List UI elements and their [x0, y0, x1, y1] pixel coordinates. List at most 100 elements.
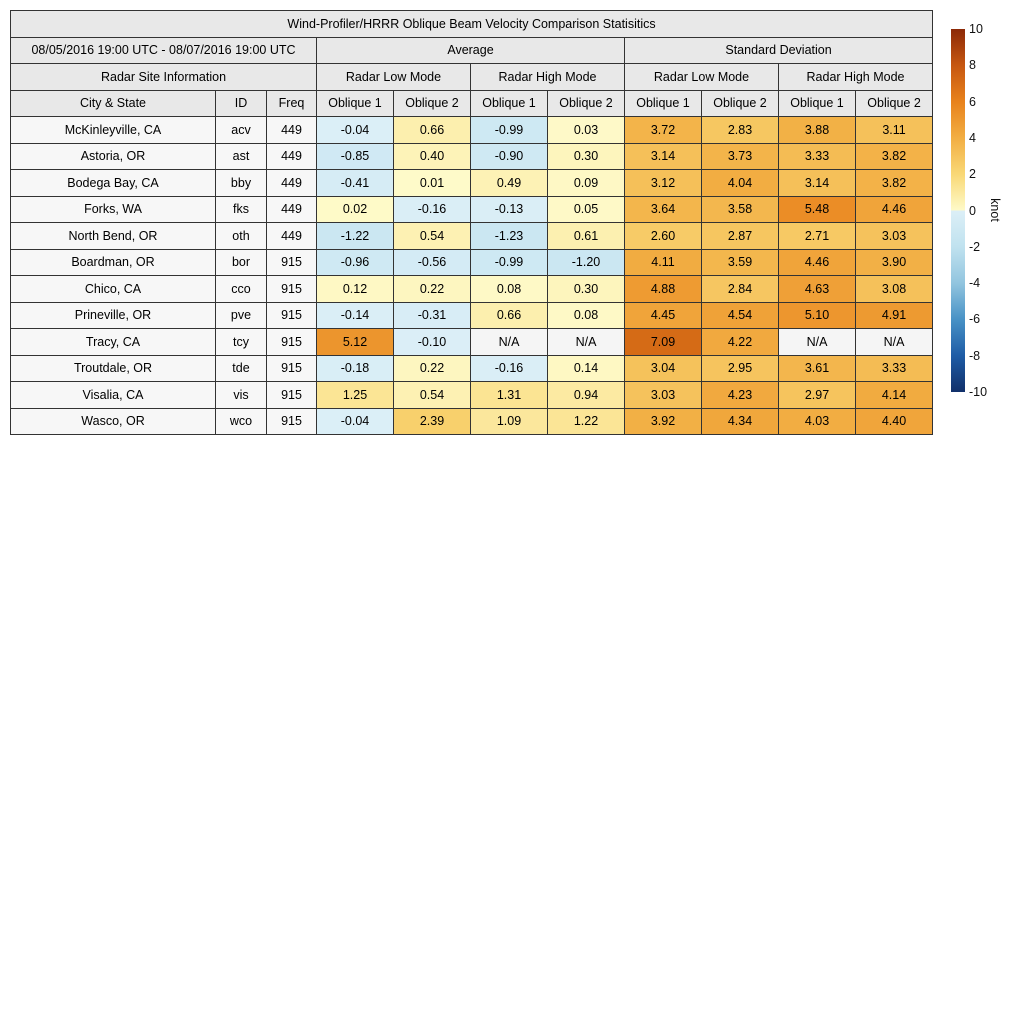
- statistics-table: Wind-Profiler/HRRR Oblique Beam Velocity…: [9, 10, 934, 435]
- value-cell: 4.03: [778, 407, 856, 435]
- site-id-cell: vis: [215, 381, 267, 409]
- value-cell: 0.49: [470, 169, 548, 197]
- city-state-cell: Tracy, CA: [10, 328, 216, 356]
- table-row: Astoria, OR ast 449 -0.85 0.40 -0.90 0.30 3.14 3…: [10, 142, 934, 170]
- col-oblique2: Oblique 2: [547, 89, 625, 117]
- value-cell: 3.33: [854, 354, 934, 382]
- site-id-cell: pve: [215, 301, 267, 329]
- colorbar-tick-label: 10: [969, 22, 983, 36]
- freq-cell: 915: [266, 248, 317, 276]
- value-cell: 0.09: [547, 169, 625, 197]
- value-cell: -0.96: [316, 248, 394, 276]
- group-header-row: 08/05/2016 19:00 UTC - 08/07/2016 19:00 …: [10, 36, 934, 64]
- value-cell: 0.66: [470, 301, 548, 329]
- value-cell: -0.99: [470, 248, 548, 276]
- value-cell: 0.14: [547, 354, 625, 382]
- colorbar-tick-label: 0: [969, 203, 976, 218]
- value-cell: 4.04: [701, 169, 779, 197]
- table-row: Prineville, OR pve 915 -0.14 -0.31 0.66 0.08 4.…: [10, 301, 934, 329]
- col-id: ID: [215, 89, 267, 117]
- value-cell: -0.41: [316, 169, 394, 197]
- value-cell: -1.23: [470, 222, 548, 250]
- value-cell: 1.25: [316, 381, 394, 409]
- value-cell: 3.82: [854, 142, 934, 170]
- value-cell: 3.82: [854, 169, 934, 197]
- date-range: 08/05/2016 19:00 UTC - 08/07/2016 19:00 …: [10, 36, 317, 64]
- freq-cell: 449: [266, 142, 317, 170]
- value-cell: 7.09: [624, 328, 702, 356]
- colorbar-tick-label: 6: [969, 94, 976, 109]
- colorbar-tick-label: -2: [969, 239, 981, 254]
- value-cell: -0.10: [393, 328, 471, 356]
- value-cell: 4.46: [778, 248, 856, 276]
- value-cell: -0.18: [316, 354, 394, 382]
- freq-cell: 915: [266, 301, 317, 329]
- value-cell: -0.14: [316, 301, 394, 329]
- value-cell: -0.90: [470, 142, 548, 170]
- site-id-cell: tcy: [215, 328, 267, 356]
- value-cell: 0.30: [547, 142, 625, 170]
- value-cell: N/A: [547, 328, 625, 356]
- value-cell: 0.12: [316, 275, 394, 303]
- freq-cell: 915: [266, 407, 317, 435]
- value-cell: 3.73: [701, 142, 779, 170]
- std-high-mode-header: Radar High Mode: [777, 63, 934, 91]
- table-body: McKinleyville, CA acv 449 -0.04 0.66 -0.99 0.0…: [10, 116, 934, 435]
- value-cell: 4.40: [854, 407, 934, 435]
- value-cell: -1.22: [316, 222, 394, 250]
- value-cell: 0.61: [547, 222, 625, 250]
- value-cell: 1.31: [470, 381, 548, 409]
- city-state-cell: Chico, CA: [10, 275, 216, 303]
- value-cell: 3.90: [854, 248, 934, 276]
- value-cell: 0.22: [393, 275, 471, 303]
- value-cell: 0.05: [547, 195, 625, 223]
- col-oblique2: Oblique 2: [701, 89, 779, 117]
- colorbar-tick-label: 2: [969, 167, 976, 182]
- value-cell: 3.72: [624, 116, 702, 144]
- value-cell: 4.54: [701, 301, 779, 329]
- freq-cell: 915: [266, 328, 317, 356]
- value-cell: 0.66: [393, 116, 471, 144]
- city-state-cell: McKinleyville, CA: [10, 116, 216, 144]
- value-cell: -0.31: [393, 301, 471, 329]
- city-state-cell: Forks, WA: [10, 195, 216, 223]
- value-cell: 2.60: [624, 222, 702, 250]
- col-oblique2: Oblique 2: [393, 89, 471, 117]
- city-state-cell: Wasco, OR: [10, 407, 216, 435]
- value-cell: -1.20: [547, 248, 625, 276]
- value-cell: 4.22: [701, 328, 779, 356]
- site-id-cell: bby: [215, 169, 267, 197]
- value-cell: 3.33: [778, 142, 856, 170]
- freq-cell: 449: [266, 222, 317, 250]
- table-row: Wasco, OR wco 915 -0.04 2.39 1.09 1.22 3.92 4.34…: [10, 407, 934, 435]
- value-cell: -0.16: [393, 195, 471, 223]
- freq-cell: 915: [266, 381, 317, 409]
- value-cell: 2.39: [393, 407, 471, 435]
- avg-high-mode-header: Radar High Mode: [470, 63, 625, 91]
- freq-cell: 915: [266, 275, 317, 303]
- value-cell: -0.13: [470, 195, 548, 223]
- table-title: Wind-Profiler/HRRR Oblique Beam Velocity…: [9, 10, 934, 38]
- col-oblique1: Oblique 1: [778, 89, 856, 117]
- value-cell: 3.61: [778, 354, 856, 382]
- value-cell: -0.56: [393, 248, 471, 276]
- value-cell: 0.08: [470, 275, 548, 303]
- value-cell: 4.14: [854, 381, 934, 409]
- value-cell: N/A: [778, 328, 856, 356]
- value-cell: 2.87: [701, 222, 779, 250]
- title-row: Wind-Profiler/HRRR Oblique Beam Velocity…: [9, 10, 934, 38]
- value-cell: 3.14: [778, 169, 856, 197]
- value-cell: -0.16: [470, 354, 548, 382]
- value-cell: 0.02: [316, 195, 394, 223]
- freq-cell: 915: [266, 354, 317, 382]
- value-cell: 0.30: [547, 275, 625, 303]
- col-city-state: City & State: [10, 89, 216, 117]
- city-state-cell: Visalia, CA: [10, 381, 216, 409]
- table-row: Visalia, CA vis 915 1.25 0.54 1.31 0.94 3.03 4.2…: [10, 381, 934, 409]
- city-state-cell: North Bend, OR: [10, 222, 216, 250]
- avg-low-mode-header: Radar Low Mode: [316, 63, 471, 91]
- city-state-cell: Troutdale, OR: [10, 354, 216, 382]
- table-row: North Bend, OR oth 449 -1.22 0.54 -1.23 0.61 2.…: [10, 222, 934, 250]
- value-cell: 4.11: [624, 248, 702, 276]
